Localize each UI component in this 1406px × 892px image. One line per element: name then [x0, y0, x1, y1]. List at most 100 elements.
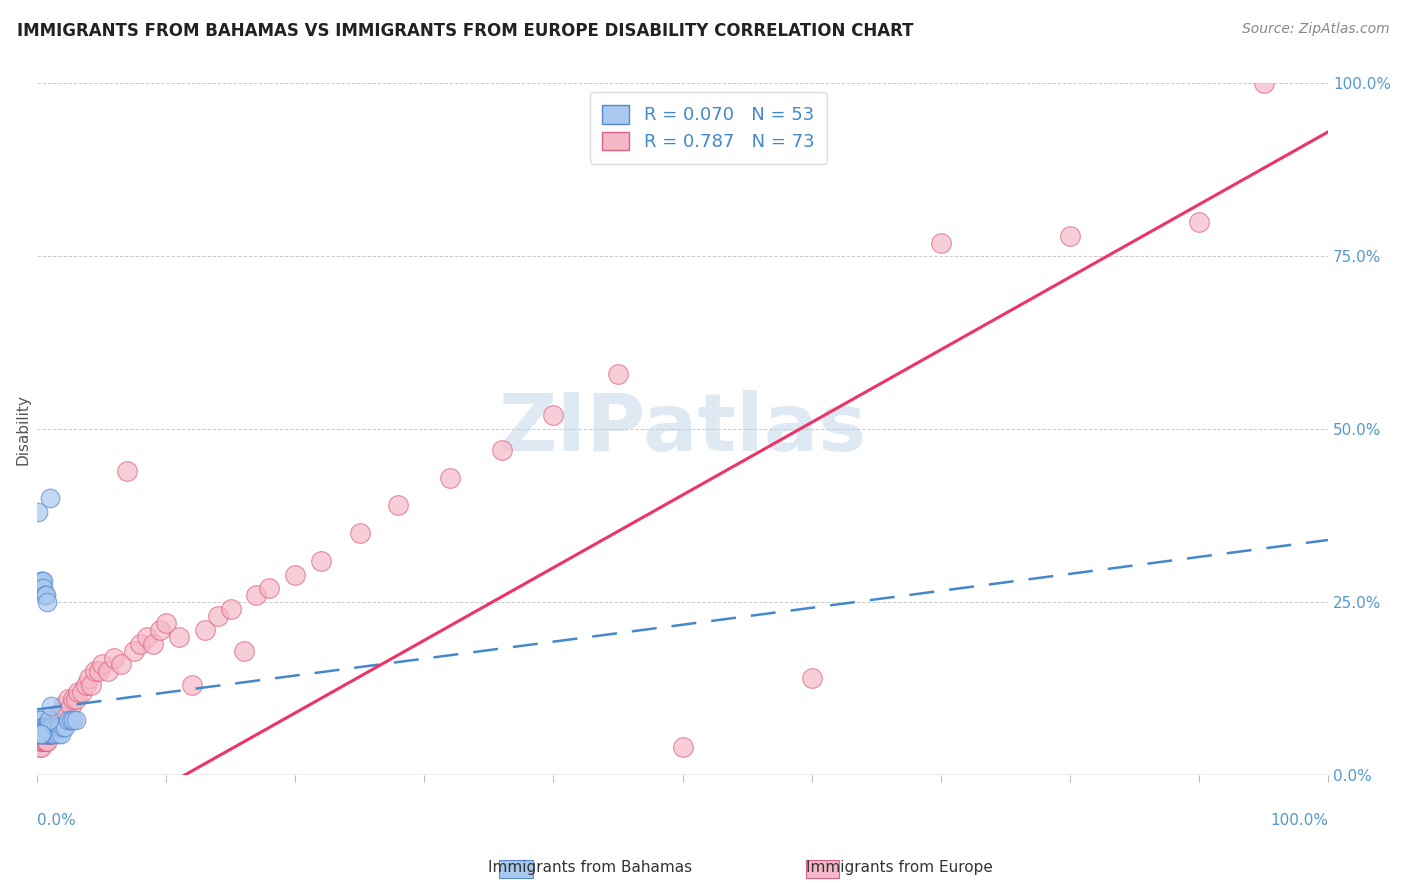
Text: IMMIGRANTS FROM BAHAMAS VS IMMIGRANTS FROM EUROPE DISABILITY CORRELATION CHART: IMMIGRANTS FROM BAHAMAS VS IMMIGRANTS FR… — [17, 22, 914, 40]
Point — [45, 720, 67, 734]
Point — [219, 602, 242, 616]
Point — [38, 726, 60, 740]
Point — [51, 726, 73, 740]
Point — [32, 574, 55, 589]
Point — [439, 471, 461, 485]
Point — [259, 582, 281, 596]
Point — [30, 713, 52, 727]
Point — [35, 733, 58, 747]
Point — [27, 505, 49, 519]
Point — [129, 637, 152, 651]
Point — [31, 574, 53, 589]
Point — [31, 582, 53, 596]
Point — [41, 720, 63, 734]
Point — [607, 367, 630, 381]
Point — [32, 726, 55, 740]
Point — [117, 464, 139, 478]
Point — [309, 554, 332, 568]
Point — [42, 726, 65, 740]
Point — [103, 650, 125, 665]
Point — [349, 526, 371, 541]
Point — [30, 574, 52, 589]
Point — [245, 588, 267, 602]
Legend: R = 0.070   N = 53, R = 0.787   N = 73: R = 0.070 N = 53, R = 0.787 N = 73 — [589, 93, 827, 163]
Point — [34, 588, 56, 602]
Point — [31, 720, 53, 734]
Point — [39, 720, 62, 734]
Point — [49, 720, 72, 734]
Point — [28, 740, 51, 755]
Point — [1188, 215, 1211, 229]
Point — [52, 720, 75, 734]
Point — [180, 678, 202, 692]
Point — [97, 665, 120, 679]
Point — [28, 582, 51, 596]
Point — [53, 706, 76, 720]
Point — [32, 726, 55, 740]
Point — [59, 698, 82, 713]
Point — [37, 726, 59, 740]
Point — [110, 657, 132, 672]
Point — [1253, 77, 1275, 91]
Point — [38, 720, 60, 734]
Point — [1059, 228, 1081, 243]
Point — [543, 409, 565, 423]
Point — [34, 733, 56, 747]
Point — [42, 713, 65, 727]
Point — [32, 733, 55, 747]
Point — [84, 665, 107, 679]
Point — [52, 698, 75, 713]
Point — [39, 720, 62, 734]
Point — [491, 443, 513, 458]
Text: 100.0%: 100.0% — [1270, 814, 1329, 828]
Point — [31, 726, 53, 740]
Point — [48, 720, 70, 734]
Point — [149, 623, 172, 637]
Point — [135, 630, 157, 644]
Point — [28, 726, 51, 740]
Point — [41, 720, 63, 734]
Point — [37, 720, 59, 734]
Point — [142, 637, 165, 651]
Point — [28, 720, 51, 734]
Point — [194, 623, 217, 637]
Point — [28, 733, 51, 747]
Point — [167, 630, 190, 644]
Point — [27, 733, 49, 747]
Point — [387, 499, 409, 513]
Point — [38, 491, 60, 506]
Point — [65, 713, 87, 727]
Point — [35, 726, 58, 740]
Point — [30, 726, 52, 740]
Point — [56, 692, 79, 706]
Point — [90, 657, 112, 672]
Point — [35, 588, 58, 602]
Point — [62, 713, 84, 727]
Point — [31, 733, 53, 747]
Point — [34, 726, 56, 740]
Point — [80, 678, 103, 692]
Point — [38, 726, 60, 740]
Point — [65, 692, 87, 706]
Point — [37, 595, 59, 609]
Y-axis label: Disability: Disability — [15, 394, 30, 465]
Point — [35, 726, 58, 740]
Point — [34, 726, 56, 740]
Point — [77, 671, 100, 685]
Point — [46, 713, 69, 727]
Text: ZIPatlas: ZIPatlas — [498, 391, 866, 468]
Point — [38, 726, 60, 740]
Point — [30, 726, 52, 740]
Point — [39, 726, 62, 740]
Point — [28, 713, 51, 727]
Point — [87, 665, 110, 679]
Text: Immigrants from Bahamas: Immigrants from Bahamas — [488, 860, 693, 874]
Point — [671, 740, 693, 755]
Point — [70, 685, 93, 699]
Text: Source: ZipAtlas.com: Source: ZipAtlas.com — [1241, 22, 1389, 37]
Point — [155, 615, 177, 630]
Point — [39, 698, 62, 713]
Point — [53, 720, 76, 734]
Point — [46, 726, 69, 740]
Point — [62, 692, 84, 706]
